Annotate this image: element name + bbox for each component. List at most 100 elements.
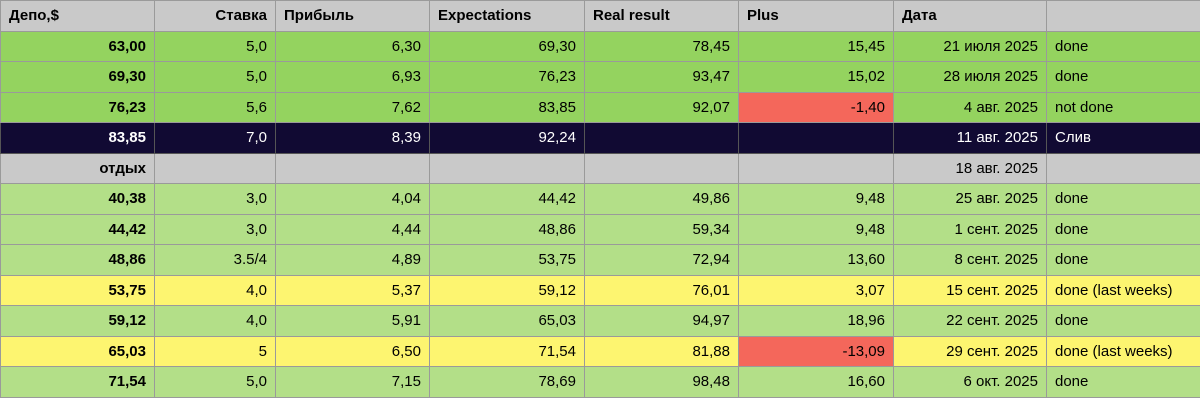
- header-date[interactable]: Дата: [893, 0, 1047, 32]
- cell-plus[interactable]: 15,45: [738, 30, 894, 62]
- cell-depo[interactable]: 63,00: [0, 30, 155, 62]
- cell-profit[interactable]: 8,39: [275, 122, 430, 154]
- cell-depo[interactable]: 44,42: [0, 213, 155, 245]
- cell-profit[interactable]: 5,37: [275, 274, 430, 306]
- cell-date[interactable]: 15 сент. 2025: [893, 274, 1047, 306]
- cell-rate[interactable]: [154, 152, 276, 184]
- header-real-result[interactable]: Real result: [584, 0, 739, 32]
- cell-profit[interactable]: 6,50: [275, 335, 430, 367]
- cell-profit[interactable]: 6,30: [275, 30, 430, 62]
- cell-depo[interactable]: 48,86: [0, 244, 155, 276]
- cell-rate[interactable]: 5,0: [154, 30, 276, 62]
- header-profit[interactable]: Прибыль: [275, 0, 430, 32]
- cell-real-result[interactable]: 72,94: [584, 244, 739, 276]
- cell-real-result[interactable]: 49,86: [584, 183, 739, 215]
- cell-real-result[interactable]: 81,88: [584, 335, 739, 367]
- cell-status[interactable]: done: [1046, 183, 1200, 215]
- cell-rate[interactable]: 3,0: [154, 183, 276, 215]
- cell-status[interactable]: done: [1046, 30, 1200, 62]
- cell-expectations[interactable]: 76,23: [429, 61, 585, 93]
- cell-date[interactable]: 11 авг. 2025: [893, 122, 1047, 154]
- cell-expectations[interactable]: 69,30: [429, 30, 585, 62]
- cell-expectations[interactable]: 65,03: [429, 305, 585, 337]
- cell-profit[interactable]: 6,93: [275, 61, 430, 93]
- cell-plus[interactable]: 16,60: [738, 366, 894, 398]
- cell-plus[interactable]: [738, 152, 894, 184]
- cell-expectations[interactable]: 92,24: [429, 122, 585, 154]
- cell-rate[interactable]: 4,0: [154, 274, 276, 306]
- cell-depo[interactable]: 65,03: [0, 335, 155, 367]
- header-status[interactable]: [1046, 0, 1200, 32]
- cell-rate[interactable]: 5,0: [154, 366, 276, 398]
- cell-plus[interactable]: 13,60: [738, 244, 894, 276]
- cell-depo[interactable]: 71,54: [0, 366, 155, 398]
- cell-depo[interactable]: 59,12: [0, 305, 155, 337]
- cell-expectations[interactable]: [429, 152, 585, 184]
- cell-plus[interactable]: 9,48: [738, 183, 894, 215]
- cell-status[interactable]: done (last weeks): [1046, 335, 1200, 367]
- cell-profit[interactable]: [275, 152, 430, 184]
- header-depo[interactable]: Депо,$: [0, 0, 155, 32]
- cell-rate[interactable]: 5,6: [154, 91, 276, 123]
- cell-real-result[interactable]: 78,45: [584, 30, 739, 62]
- cell-profit[interactable]: 7,15: [275, 366, 430, 398]
- cell-status[interactable]: Слив: [1046, 122, 1200, 154]
- cell-depo[interactable]: 53,75: [0, 274, 155, 306]
- cell-status[interactable]: done (last weeks): [1046, 274, 1200, 306]
- header-expectations[interactable]: Expectations: [429, 0, 585, 32]
- cell-date[interactable]: 29 сент. 2025: [893, 335, 1047, 367]
- cell-status[interactable]: done: [1046, 366, 1200, 398]
- cell-expectations[interactable]: 44,42: [429, 183, 585, 215]
- header-rate[interactable]: Ставка: [154, 0, 276, 32]
- cell-rate[interactable]: 4,0: [154, 305, 276, 337]
- cell-date[interactable]: 22 сент. 2025: [893, 305, 1047, 337]
- cell-real-result[interactable]: [584, 152, 739, 184]
- cell-depo[interactable]: 76,23: [0, 91, 155, 123]
- cell-status[interactable]: done: [1046, 213, 1200, 245]
- cell-date[interactable]: 8 сент. 2025: [893, 244, 1047, 276]
- cell-real-result[interactable]: 93,47: [584, 61, 739, 93]
- cell-date[interactable]: 28 июля 2025: [893, 61, 1047, 93]
- cell-profit[interactable]: 4,44: [275, 213, 430, 245]
- cell-depo[interactable]: 69,30: [0, 61, 155, 93]
- cell-plus[interactable]: 9,48: [738, 213, 894, 245]
- cell-depo[interactable]: 40,38: [0, 183, 155, 215]
- cell-date[interactable]: 4 авг. 2025: [893, 91, 1047, 123]
- cell-status[interactable]: done: [1046, 61, 1200, 93]
- cell-profit[interactable]: 4,89: [275, 244, 430, 276]
- cell-date[interactable]: 6 окт. 2025: [893, 366, 1047, 398]
- cell-date[interactable]: 21 июля 2025: [893, 30, 1047, 62]
- cell-expectations[interactable]: 59,12: [429, 274, 585, 306]
- cell-depo[interactable]: отдых: [0, 152, 155, 184]
- cell-real-result[interactable]: [584, 122, 739, 154]
- cell-status[interactable]: done: [1046, 244, 1200, 276]
- cell-date[interactable]: 18 авг. 2025: [893, 152, 1047, 184]
- cell-date[interactable]: 25 авг. 2025: [893, 183, 1047, 215]
- cell-plus[interactable]: -1,40: [738, 91, 894, 123]
- cell-plus[interactable]: [738, 122, 894, 154]
- cell-plus[interactable]: 15,02: [738, 61, 894, 93]
- cell-rate[interactable]: 3.5/4: [154, 244, 276, 276]
- cell-plus[interactable]: -13,09: [738, 335, 894, 367]
- cell-rate[interactable]: 3,0: [154, 213, 276, 245]
- cell-real-result[interactable]: 76,01: [584, 274, 739, 306]
- cell-rate[interactable]: 5,0: [154, 61, 276, 93]
- cell-profit[interactable]: 4,04: [275, 183, 430, 215]
- cell-expectations[interactable]: 78,69: [429, 366, 585, 398]
- cell-depo[interactable]: 83,85: [0, 122, 155, 154]
- header-plus[interactable]: Plus: [738, 0, 894, 32]
- cell-expectations[interactable]: 53,75: [429, 244, 585, 276]
- cell-status[interactable]: not done: [1046, 91, 1200, 123]
- cell-rate[interactable]: 7,0: [154, 122, 276, 154]
- cell-expectations[interactable]: 48,86: [429, 213, 585, 245]
- cell-real-result[interactable]: 94,97: [584, 305, 739, 337]
- cell-expectations[interactable]: 71,54: [429, 335, 585, 367]
- cell-real-result[interactable]: 59,34: [584, 213, 739, 245]
- cell-plus[interactable]: 3,07: [738, 274, 894, 306]
- cell-profit[interactable]: 7,62: [275, 91, 430, 123]
- cell-expectations[interactable]: 83,85: [429, 91, 585, 123]
- cell-status[interactable]: [1046, 152, 1200, 184]
- cell-real-result[interactable]: 98,48: [584, 366, 739, 398]
- cell-plus[interactable]: 18,96: [738, 305, 894, 337]
- cell-real-result[interactable]: 92,07: [584, 91, 739, 123]
